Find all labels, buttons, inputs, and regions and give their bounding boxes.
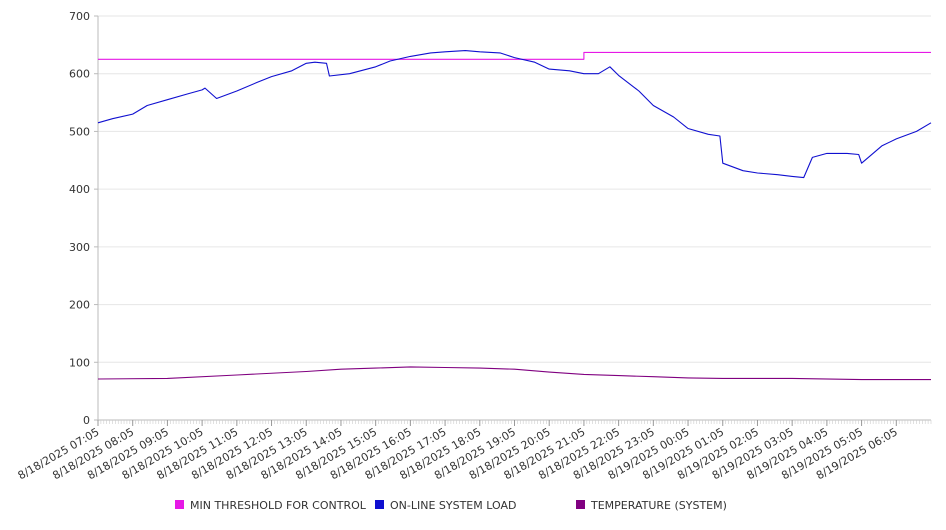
legend-label: MIN THRESHOLD FOR CONTROL — [190, 499, 367, 512]
series-line-on-line-system-load — [97, 50, 932, 179]
y-axis-ticks: 0 100 200 300 400 500 600 700 — [69, 10, 98, 427]
y-tick-label: 500 — [69, 125, 90, 138]
y-tick-label: 300 — [69, 241, 90, 254]
legend-label: ON-LINE SYSTEM LOAD — [390, 499, 516, 512]
y-tick-label: 100 — [69, 356, 90, 369]
x-axis-ticks: 8/18/2025 07:058/18/2025 08:058/18/2025 … — [16, 420, 932, 482]
y-tick-label: 0 — [83, 414, 90, 427]
legend: MIN THRESHOLD FOR CONTROL ON-LINE SYSTEM … — [175, 499, 727, 512]
legend-label: TEMPERATURE (SYSTEM) — [590, 499, 727, 512]
y-tick-label: 400 — [69, 183, 90, 196]
legend-swatch — [375, 500, 384, 509]
y-tick-label: 600 — [69, 68, 90, 81]
axes — [97, 16, 931, 421]
legend-swatch — [576, 500, 585, 509]
legend-swatch — [175, 500, 184, 509]
y-tick-label: 200 — [69, 299, 90, 312]
series-line-temperature-system — [97, 366, 931, 381]
series-lines — [97, 50, 932, 381]
series-line-min-threshold-for-control — [98, 51, 931, 60]
gridlines — [98, 15, 931, 363]
y-tick-label: 700 — [69, 10, 90, 23]
